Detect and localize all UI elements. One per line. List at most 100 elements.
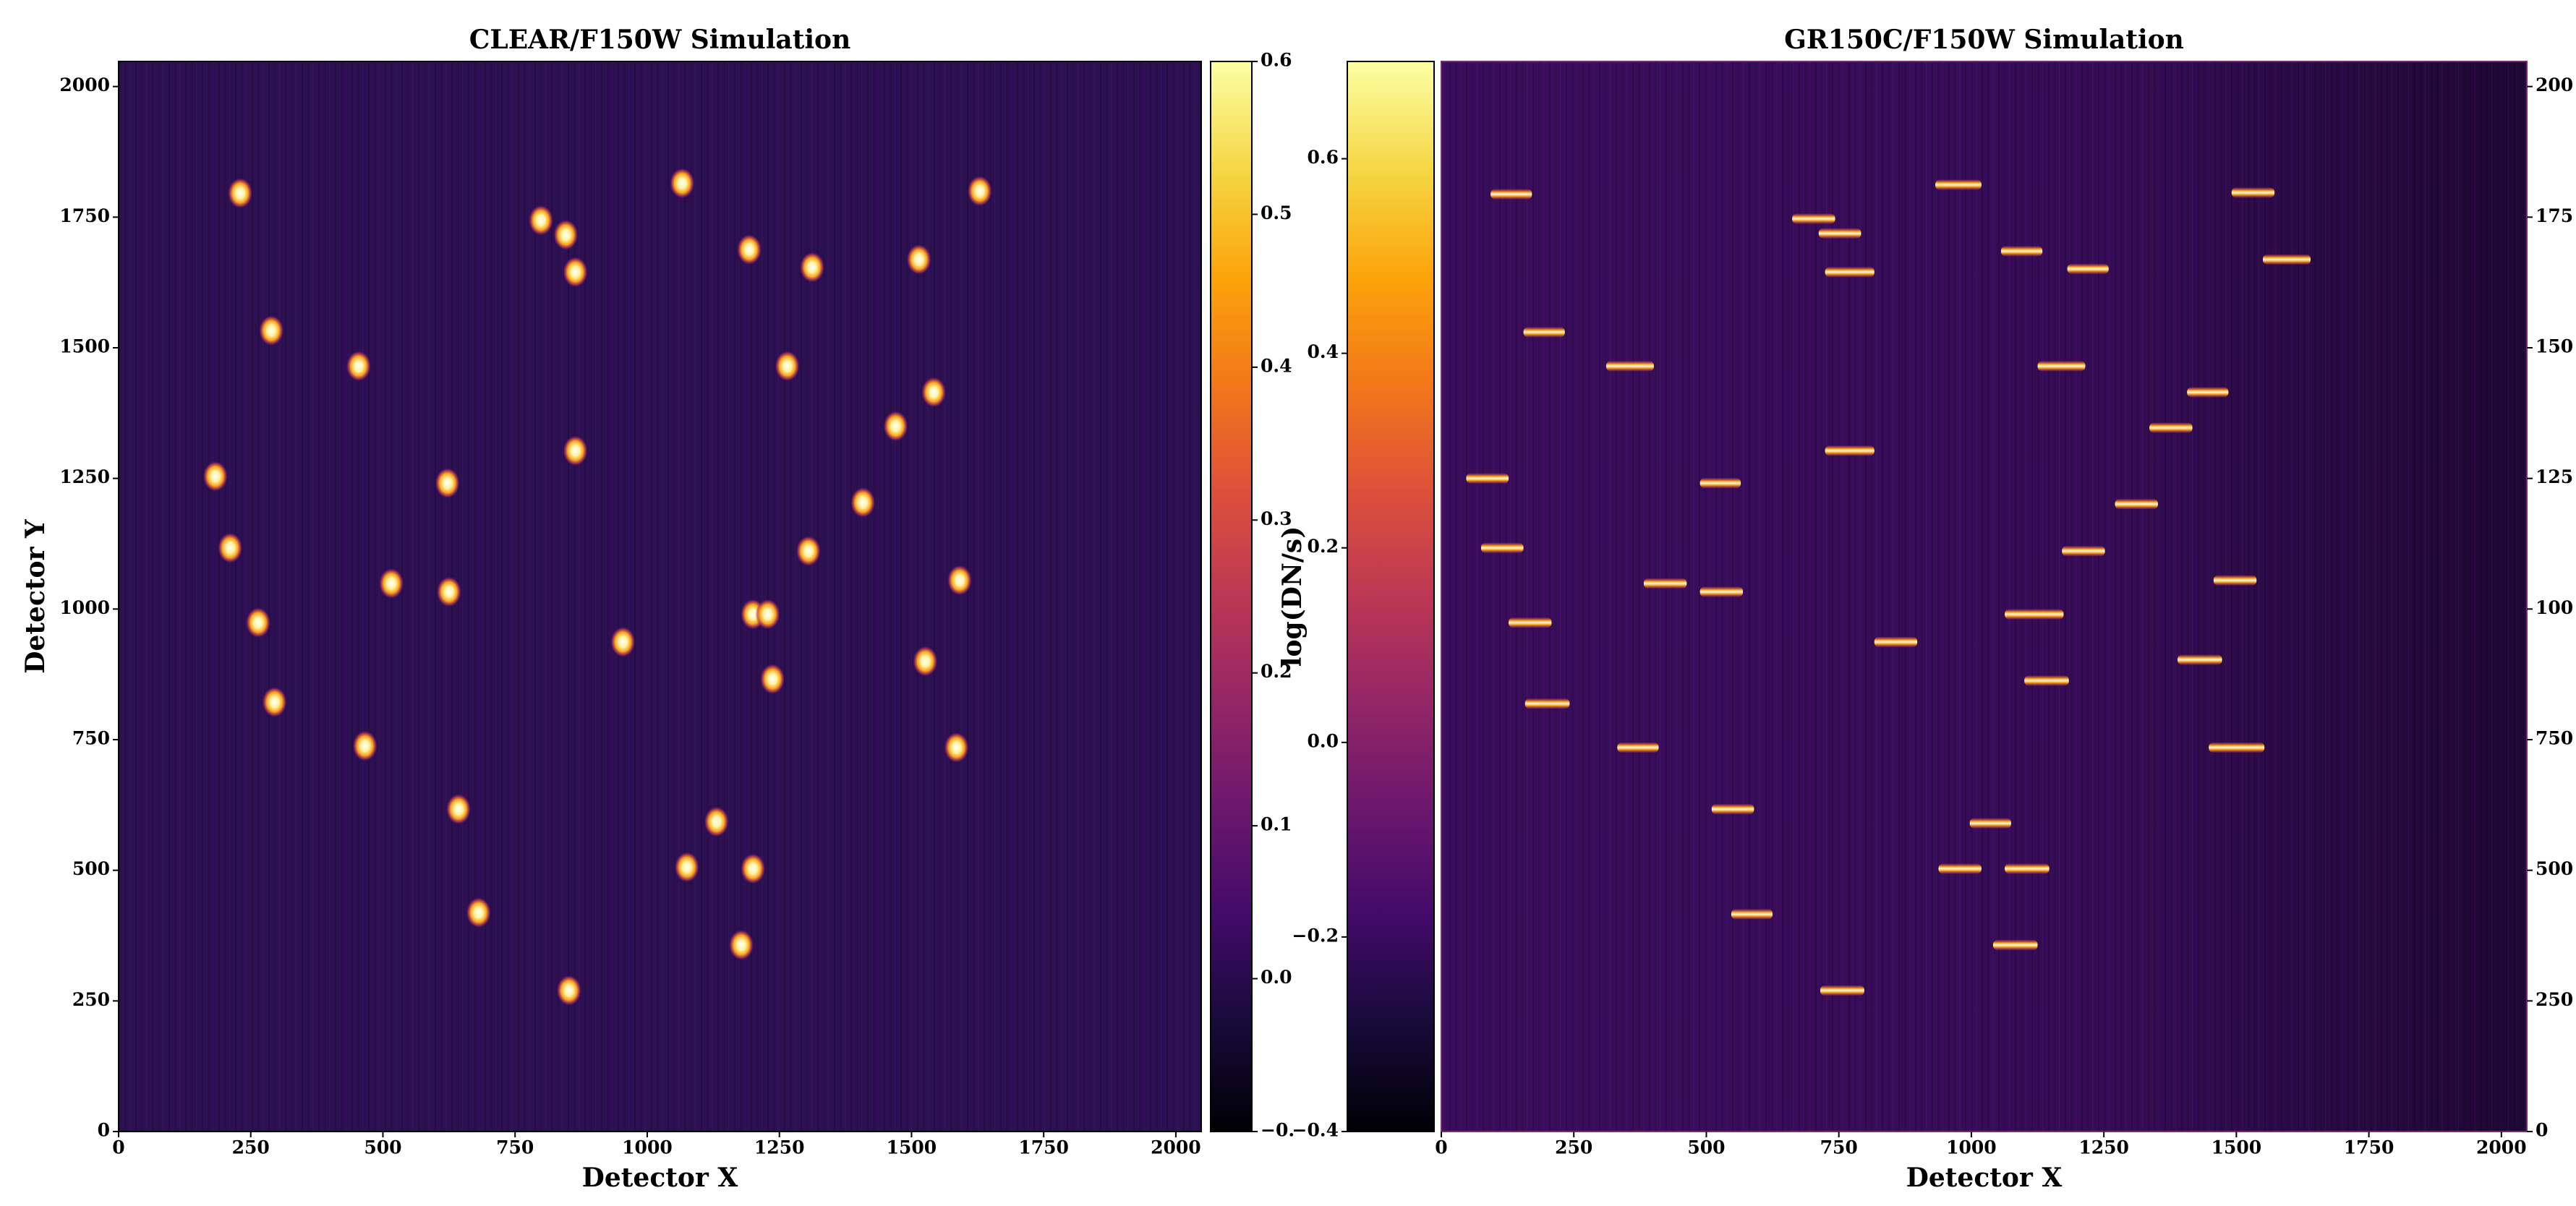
y-tick-label: 150 xyxy=(2536,336,2573,357)
colorbar-tick-label: −0. xyxy=(1261,1120,1295,1141)
y-tick-label: 200 xyxy=(2536,74,2573,95)
source xyxy=(436,576,461,607)
source xyxy=(775,351,800,382)
spectrum xyxy=(1731,909,1773,920)
x-tick-label: 500 xyxy=(1687,1137,1725,1158)
source xyxy=(796,536,821,567)
spectrum xyxy=(2005,863,2050,874)
x-axis-label: Detector X xyxy=(582,1163,738,1193)
source xyxy=(466,897,491,928)
image-texture xyxy=(119,61,1201,1132)
spectrum xyxy=(1480,542,1524,553)
spectrum xyxy=(1605,361,1654,372)
colorbar-tick-label: −0.2 xyxy=(1292,925,1339,946)
spectrum xyxy=(1466,473,1509,484)
spectrum xyxy=(1825,445,1875,456)
spectrum xyxy=(1969,818,2011,829)
spectrum xyxy=(1523,327,1565,338)
source xyxy=(446,794,472,825)
y-tick-label: 2000 xyxy=(59,74,110,95)
x-tick-label: 2000 xyxy=(2476,1137,2527,1158)
spectrum xyxy=(2067,263,2109,274)
source xyxy=(944,732,969,763)
x-tick-label: 1750 xyxy=(2344,1137,2394,1158)
x-tick-label: 750 xyxy=(496,1137,534,1158)
spectrum xyxy=(1509,617,1552,628)
source xyxy=(563,257,588,288)
x-tick-label: 1000 xyxy=(1946,1137,1997,1158)
y-tick-label: 250 xyxy=(72,989,110,1010)
spectrum xyxy=(2178,654,2222,665)
spectrum xyxy=(2005,609,2064,620)
source xyxy=(435,468,460,499)
chart-title: GR150C/F150W Simulation xyxy=(1784,25,2184,55)
colorbar xyxy=(1210,61,1253,1132)
x-tick-label: 250 xyxy=(232,1137,270,1158)
source xyxy=(259,315,284,346)
chart-title: CLEAR/F150W Simulation xyxy=(469,25,851,55)
y-tick-label: 1000 xyxy=(59,597,110,618)
image-texture xyxy=(1441,61,2527,1132)
source xyxy=(563,435,588,466)
source xyxy=(670,168,695,199)
y-tick-label: 750 xyxy=(72,728,110,749)
source xyxy=(800,252,825,283)
spectrum xyxy=(1699,586,1744,597)
source xyxy=(262,686,287,717)
colorbar-tick-label: 0.2 xyxy=(1308,536,1339,557)
spectrum xyxy=(1935,179,1982,190)
spectrum xyxy=(1617,742,1659,753)
spectrum xyxy=(2213,575,2257,586)
image-frame xyxy=(118,61,1202,1132)
source xyxy=(883,411,908,442)
source xyxy=(529,205,554,236)
y-tick-label: 175 xyxy=(2536,205,2573,226)
spectrum xyxy=(2187,387,2229,398)
spectrum xyxy=(2149,422,2193,433)
colorbar-tick-label: 0.0 xyxy=(1308,730,1339,751)
y-tick-label: 1750 xyxy=(59,205,110,226)
spectrum xyxy=(1825,267,1875,278)
spectrum xyxy=(2062,546,2105,557)
source xyxy=(553,219,579,250)
colorbar-label: log(DN/s) xyxy=(1277,526,1308,667)
source xyxy=(947,565,972,596)
x-tick-label: 0 xyxy=(112,1137,124,1158)
spectrum xyxy=(1699,478,1741,489)
x-axis-label: Detector X xyxy=(1906,1163,2063,1193)
source xyxy=(704,806,729,837)
y-tick-label: 1250 xyxy=(59,466,110,487)
spectrum xyxy=(2024,675,2069,686)
source xyxy=(760,664,785,695)
source xyxy=(737,234,762,265)
colorbar-tick-label: 0.4 xyxy=(1261,355,1292,376)
x-tick-label: 1500 xyxy=(2212,1137,2262,1158)
spectrum xyxy=(1792,213,1835,224)
source xyxy=(346,351,371,382)
x-tick-label: 1000 xyxy=(622,1137,673,1158)
spectrum xyxy=(1524,698,1570,709)
source xyxy=(967,176,992,207)
source xyxy=(556,975,581,1006)
source xyxy=(921,377,947,408)
spectrum xyxy=(1643,578,1687,589)
colorbar-tick-label: 0.6 xyxy=(1261,50,1292,71)
x-tick-label: 1750 xyxy=(1018,1137,1069,1158)
x-tick-label: 1250 xyxy=(754,1137,805,1158)
source xyxy=(755,599,780,630)
spectrum xyxy=(1818,228,1861,239)
x-tick-label: 750 xyxy=(1820,1137,1858,1158)
y-tick-label: 1500 xyxy=(59,336,110,357)
source xyxy=(741,853,766,884)
spectrum xyxy=(1490,189,1532,200)
spectrum xyxy=(2000,246,2043,257)
spectrum xyxy=(1938,863,1982,874)
spectrum xyxy=(2037,361,2086,372)
spectrum xyxy=(1711,804,1754,815)
colorbar-tick-label: 0.0 xyxy=(1261,967,1292,988)
source xyxy=(729,930,754,961)
y-tick-label: 500 xyxy=(72,858,110,879)
source xyxy=(610,626,636,657)
spectrum xyxy=(2209,742,2265,753)
